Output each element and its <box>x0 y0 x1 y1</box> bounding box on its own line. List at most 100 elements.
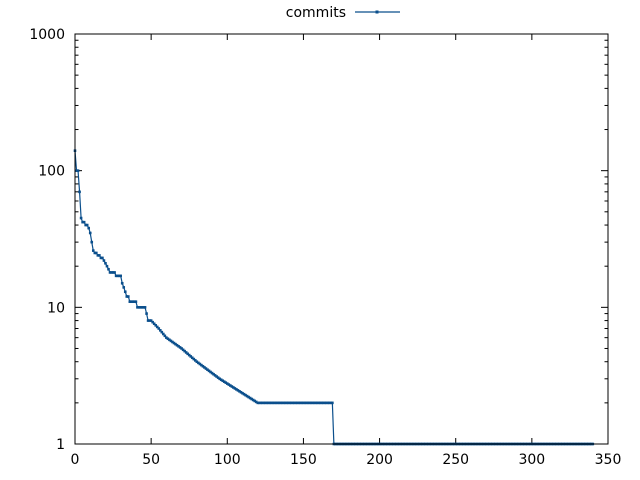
data-point <box>168 338 171 342</box>
data-point <box>171 340 174 344</box>
data-point <box>166 337 170 341</box>
data-point <box>123 290 127 294</box>
data-point <box>318 401 322 405</box>
data-point <box>213 374 217 377</box>
x-tick-label: 350 <box>595 452 622 468</box>
data-point <box>101 256 104 260</box>
data-point <box>296 401 299 405</box>
data-point <box>245 394 249 398</box>
data-point <box>299 401 302 405</box>
data-point <box>315 401 319 405</box>
data-point <box>273 401 276 405</box>
data-point <box>184 351 188 354</box>
data-point <box>253 399 256 403</box>
data-point <box>154 324 158 327</box>
data-point <box>183 349 186 353</box>
data-point <box>314 401 317 405</box>
data-point <box>148 319 151 322</box>
data-point <box>244 393 247 397</box>
data-point <box>178 346 182 349</box>
data-point <box>88 231 92 235</box>
x-tick-label: 150 <box>290 452 317 468</box>
data-point <box>225 382 229 385</box>
data-point <box>305 401 308 405</box>
tick-labels: 0 50 100 150 200 250 300 350 1 10 100 1000 <box>29 27 621 468</box>
data-point <box>99 256 103 260</box>
data-point <box>306 401 310 405</box>
data-point <box>218 377 221 381</box>
data-point <box>203 366 206 369</box>
data-point <box>261 401 264 405</box>
data-point <box>122 286 126 289</box>
data-point <box>120 281 124 285</box>
data-point <box>93 251 97 255</box>
x-tick-label: 0 <box>71 452 80 468</box>
data-point <box>177 345 180 348</box>
data-point <box>229 384 232 387</box>
data-point <box>323 401 327 405</box>
data-point <box>282 401 285 405</box>
data-point <box>158 329 162 332</box>
y-tick-label: 100 <box>38 164 65 180</box>
data-point <box>116 274 119 278</box>
data-point <box>87 226 91 230</box>
data-point <box>76 169 80 172</box>
data-point <box>133 300 136 303</box>
data-point <box>91 249 95 252</box>
data-point <box>300 401 304 405</box>
data-point <box>96 254 100 257</box>
data-point <box>331 401 334 405</box>
data-point <box>216 376 220 379</box>
data-point <box>268 401 272 405</box>
data-point <box>206 368 209 371</box>
data-point <box>209 370 212 374</box>
data-point <box>107 267 110 271</box>
data-point <box>113 271 116 274</box>
data-point <box>82 220 86 224</box>
data-point <box>309 401 313 405</box>
data-point <box>297 401 301 405</box>
data-point <box>194 359 197 362</box>
data-point <box>134 300 138 303</box>
legend-swatch-marker <box>375 10 379 14</box>
data-point <box>127 295 130 298</box>
y-tick-label: 1000 <box>29 27 65 43</box>
data-point <box>221 379 225 383</box>
data-point <box>108 271 112 274</box>
data-point <box>139 306 142 309</box>
data-point <box>250 397 253 401</box>
data-point <box>162 332 165 336</box>
data-point <box>78 190 81 194</box>
data-point <box>230 385 234 388</box>
data-point <box>289 401 293 405</box>
data-point <box>291 401 295 405</box>
data-point <box>320 401 324 405</box>
data-point <box>303 401 307 405</box>
data-point <box>119 274 122 278</box>
data-point <box>187 353 191 357</box>
data-point <box>264 401 267 405</box>
data-point <box>210 371 214 375</box>
legend: commits <box>286 5 400 21</box>
data-point <box>111 271 115 274</box>
data-point <box>75 169 78 172</box>
data-point <box>236 389 240 392</box>
data-point <box>247 395 250 399</box>
data-point <box>149 319 153 322</box>
data-point <box>186 352 189 356</box>
data-point <box>152 322 156 326</box>
data-point <box>276 401 279 405</box>
data-point <box>317 401 320 405</box>
data-point <box>329 401 333 405</box>
data-point <box>326 401 330 405</box>
data-point <box>280 401 284 405</box>
data-point <box>219 378 223 382</box>
data-point <box>254 400 258 404</box>
data-point <box>292 401 296 405</box>
data-point <box>95 251 98 255</box>
x-tick-label: 100 <box>214 452 241 468</box>
data-point <box>84 223 87 227</box>
data-point <box>259 401 263 405</box>
data-point <box>145 312 148 315</box>
